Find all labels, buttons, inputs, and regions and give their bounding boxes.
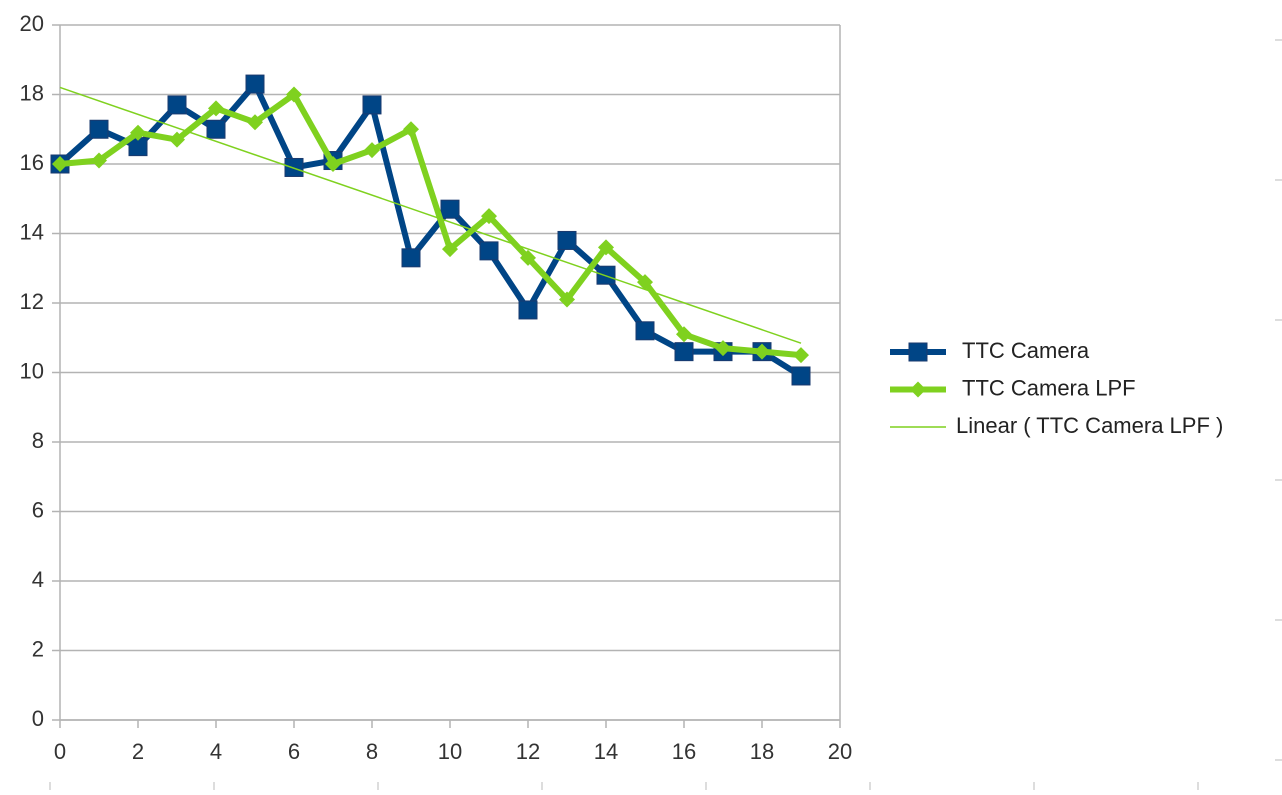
marker [89, 119, 109, 139]
y-tick-label: 6 [32, 497, 44, 522]
y-tick-label: 18 [20, 80, 44, 105]
marker [557, 230, 577, 250]
x-tick-label: 4 [210, 739, 222, 764]
marker [167, 95, 187, 115]
legend-text: TTC Camera [962, 338, 1090, 363]
marker [130, 124, 146, 141]
y-tick-label: 10 [20, 358, 44, 383]
marker [52, 156, 68, 172]
marker [481, 208, 497, 225]
marker [559, 291, 575, 308]
y-tick-label: 2 [32, 636, 44, 661]
marker [635, 321, 655, 341]
marker [206, 119, 226, 139]
x-tick-label: 20 [828, 739, 852, 764]
y-tick-label: 16 [20, 150, 44, 175]
marker [520, 249, 536, 266]
marker [401, 248, 421, 268]
y-tick-label: 4 [32, 567, 44, 592]
marker [791, 366, 811, 386]
y-tick-label: 14 [20, 219, 44, 244]
marker [403, 121, 419, 138]
y-tick-label: 20 [20, 11, 44, 36]
x-tick-label: 18 [750, 739, 774, 764]
x-tick-label: 6 [288, 739, 300, 764]
marker [362, 95, 382, 115]
marker [442, 241, 458, 258]
marker [637, 274, 653, 291]
y-tick-label: 12 [20, 289, 44, 314]
marker [208, 100, 224, 117]
marker [715, 340, 731, 357]
legend-marker [908, 342, 928, 362]
marker [598, 239, 614, 256]
x-tick-label: 14 [594, 739, 618, 764]
x-tick-label: 16 [672, 739, 696, 764]
marker [676, 326, 692, 343]
marker [91, 152, 107, 169]
x-tick-label: 0 [54, 739, 66, 764]
x-tick-label: 10 [438, 739, 462, 764]
marker [364, 142, 380, 159]
marker [245, 74, 265, 94]
y-tick-label: 0 [32, 706, 44, 731]
x-tick-label: 8 [366, 739, 378, 764]
marker [518, 300, 538, 320]
marker [674, 342, 694, 362]
x-tick-label: 12 [516, 739, 540, 764]
y-tick-label: 8 [32, 428, 44, 453]
legend-text: TTC Camera LPF [962, 375, 1136, 400]
marker [793, 347, 809, 364]
legend-marker [910, 381, 926, 398]
x-tick-label: 2 [132, 739, 144, 764]
series-line [59, 91, 802, 359]
legend-text: Linear ( TTC Camera LPF ) [956, 413, 1223, 438]
trend-line [59, 86, 802, 344]
marker [479, 241, 499, 261]
marker [440, 199, 460, 219]
marker [754, 343, 770, 360]
marker [286, 86, 302, 103]
marker [169, 131, 185, 148]
marker [247, 114, 263, 131]
marker [325, 156, 341, 172]
